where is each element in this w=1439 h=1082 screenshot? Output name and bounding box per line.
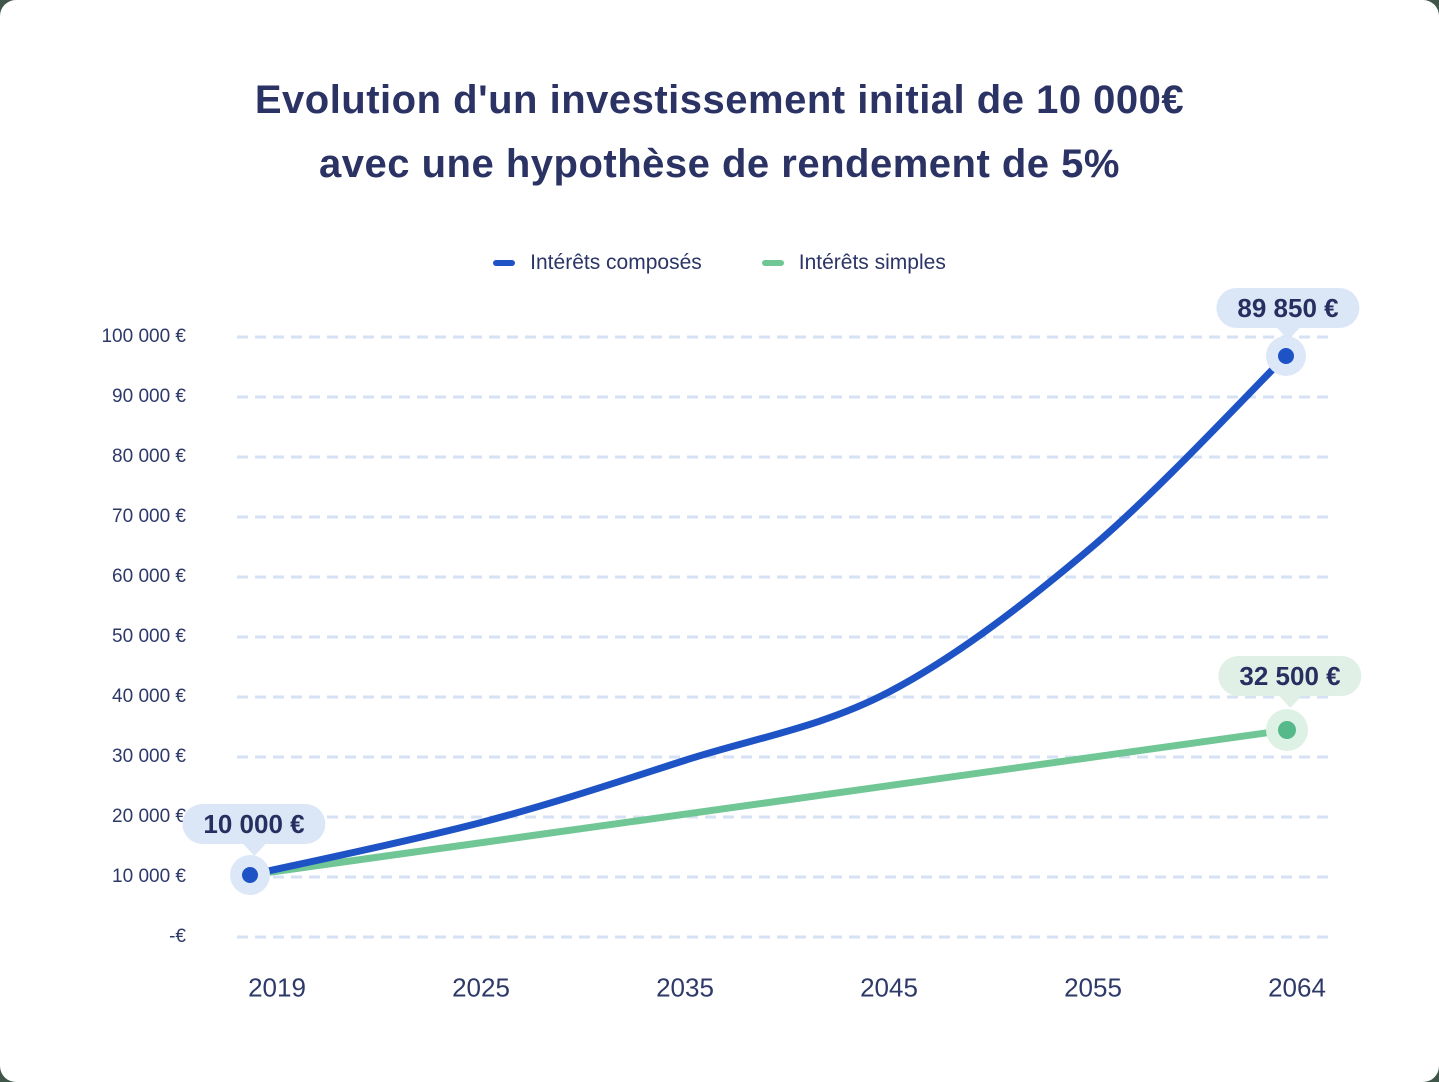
x-axis-label: 2019	[248, 972, 306, 1003]
y-axis-label: 70 000 €	[112, 506, 186, 527]
y-axis-label: 100 000 €	[101, 326, 186, 347]
x-axis-label: 2045	[860, 972, 918, 1003]
data-point-compound-end	[1278, 348, 1294, 364]
y-axis-label: 60 000 €	[112, 566, 186, 587]
callout-simple-end-value: 32 500 €	[1218, 656, 1362, 696]
y-axis-label: 40 000 €	[112, 686, 186, 707]
y-axis-label: 10 000 €	[112, 866, 186, 887]
data-point-simple-end	[1278, 721, 1296, 739]
chart-title-line2: avec une hypothèse de rendement de 5%	[319, 142, 1120, 186]
y-axis-label: -€	[169, 926, 186, 947]
x-axis-label: 2025	[452, 972, 510, 1003]
y-axis-label: 80 000 €	[112, 446, 186, 467]
x-axis-label: 2035	[656, 972, 714, 1003]
legend-item-simple: Intérêts simples	[761, 251, 946, 275]
x-axis-label: 2064	[1268, 972, 1326, 1003]
callout-start-value: 10 000 €	[182, 804, 326, 844]
legend-label-simple: Intérêts simples	[798, 251, 946, 274]
y-axis-label: 20 000 €	[112, 806, 186, 827]
legend-swatch-compound-icon	[493, 260, 516, 266]
chart-title-line1: Evolution d'un investissement initial de…	[254, 78, 1185, 122]
series-line-compound	[246, 352, 1290, 879]
legend-swatch-simple-icon	[761, 260, 784, 266]
legend-item-compound: Intérêts composés	[493, 251, 702, 275]
series-line-simple	[246, 726, 1291, 879]
legend: Intérêts composés Intérêts simples	[0, 251, 1439, 275]
chart-title: Evolution d'un investissement initial de…	[0, 68, 1439, 196]
data-point-start	[242, 867, 258, 883]
legend-label-compound: Intérêts composés	[530, 251, 702, 274]
y-axis-label: 30 000 €	[112, 746, 186, 767]
x-axis-label: 2055	[1064, 972, 1122, 1003]
callout-compound-end-value: 89 850 €	[1216, 288, 1360, 328]
y-axis-label: 50 000 €	[112, 626, 186, 647]
y-axis-label: 90 000 €	[112, 386, 186, 407]
